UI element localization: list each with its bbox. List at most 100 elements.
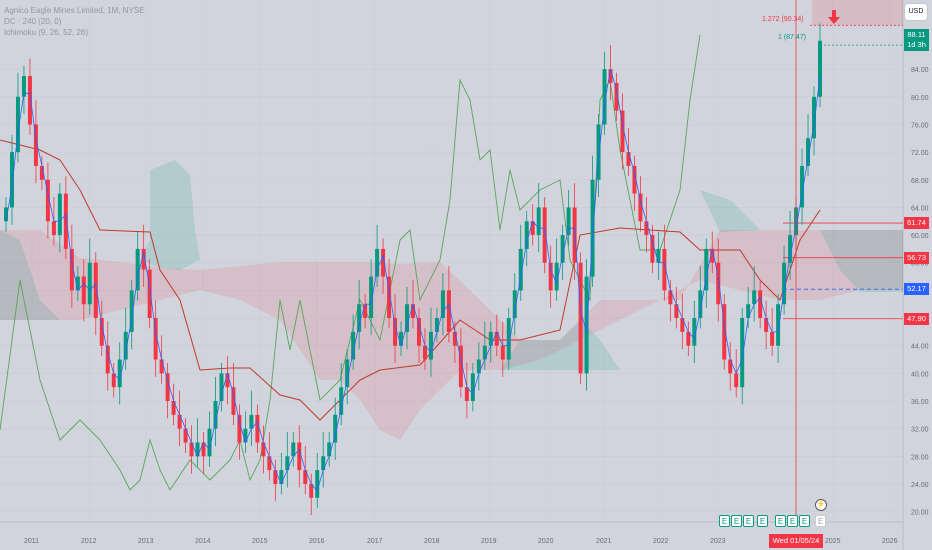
ichimoku-cloud-bullish <box>820 230 903 292</box>
candle-body <box>536 207 541 236</box>
x-tick-label: 2013 <box>138 538 154 545</box>
flash-icon[interactable]: ⚡ <box>815 499 827 511</box>
y-tick-label: 20.00 <box>911 510 929 517</box>
candle-body <box>578 262 583 374</box>
candle-body <box>21 76 26 97</box>
candle-body <box>716 262 721 305</box>
candle-body <box>261 442 266 457</box>
candle-body <box>333 414 338 443</box>
candle-body <box>4 207 8 222</box>
candle-body <box>476 359 481 374</box>
candle-body <box>105 345 110 374</box>
dc-indicator-label[interactable]: DC · 240 (20, 0) <box>4 17 62 26</box>
candle-body <box>626 152 631 166</box>
candle-body <box>620 110 625 153</box>
candle-body <box>788 235 793 263</box>
tenkan-sen-line <box>5 68 821 492</box>
y-tick-label: 76.00 <box>911 122 929 129</box>
candle-body <box>614 82 619 111</box>
level-badge-3: 47.90 <box>904 312 929 325</box>
candle-body <box>165 373 170 402</box>
earnings-icon[interactable]: E <box>757 515 768 527</box>
candle-body <box>518 248 523 291</box>
candle-body <box>99 318 104 346</box>
candle-body <box>746 304 751 319</box>
candle-body <box>69 248 74 291</box>
candle-body <box>369 276 374 319</box>
candle-body <box>494 331 499 346</box>
candle-body <box>566 207 571 236</box>
candle-body <box>812 96 817 139</box>
x-tick-label: 2021 <box>596 538 612 545</box>
candle-body <box>764 318 769 332</box>
candle-body <box>195 442 200 457</box>
candle-body <box>267 456 272 471</box>
candle-body <box>9 152 14 208</box>
candle-body <box>237 414 242 443</box>
candle-body <box>207 428 212 457</box>
candle-body <box>602 69 607 125</box>
earnings-icon[interactable]: E <box>787 515 798 527</box>
level-badge-0: 61.74 <box>904 217 929 230</box>
x-tick-label: 2014 <box>195 538 211 545</box>
candle-body <box>363 304 368 319</box>
earnings-future-icon[interactable]: E <box>815 515 826 527</box>
candle-body <box>632 165 637 194</box>
currency-button[interactable]: USD <box>905 4 927 20</box>
candle-body <box>411 304 415 319</box>
candle-body <box>339 387 344 415</box>
earnings-icon[interactable]: E <box>743 515 754 527</box>
y-tick-label: 24.00 <box>911 482 929 489</box>
candle-body <box>662 248 667 291</box>
candle-body <box>524 221 529 249</box>
candle-body <box>440 290 445 319</box>
candle-body <box>656 248 661 263</box>
candle-body <box>393 318 398 346</box>
ichimoku-cloud-bullish <box>500 320 620 370</box>
x-tick-label: 2026 <box>882 538 898 545</box>
candle-body <box>590 179 595 277</box>
candle-body <box>45 179 50 222</box>
candle-body <box>249 414 254 429</box>
candle-body <box>27 76 32 125</box>
earnings-icon[interactable]: E <box>731 515 742 527</box>
candle-body <box>153 318 158 360</box>
candle-body <box>225 373 230 388</box>
candle-body <box>147 269 152 319</box>
candle-body <box>806 138 811 166</box>
candle-body <box>446 290 451 332</box>
candle-body <box>171 401 176 415</box>
candle-body <box>297 442 302 471</box>
candle-body <box>387 276 392 319</box>
earnings-icon[interactable]: E <box>719 515 730 527</box>
candle-body <box>39 165 44 180</box>
candle-body <box>464 387 469 402</box>
candle-body <box>93 262 98 319</box>
candle-body <box>201 442 206 457</box>
candle-body <box>428 331 433 360</box>
candle-body <box>375 248 380 277</box>
arrow-down-icon[interactable] <box>828 10 840 24</box>
candle-body <box>57 193 62 236</box>
candle-body <box>608 69 613 83</box>
ichimoku-indicator-label[interactable]: Ichimoku (9, 26, 52, 26) <box>4 28 89 37</box>
candle-body <box>123 331 128 360</box>
y-tick-label: 68.00 <box>911 178 929 185</box>
earnings-icon[interactable]: E <box>799 515 810 527</box>
candle-body <box>422 345 427 360</box>
earnings-icon[interactable]: E <box>775 515 786 527</box>
candle-body <box>782 262 787 305</box>
symbol-title[interactable]: Agnico Eagle Mines Limited, 1M, NYSE <box>4 6 145 15</box>
chart-legend: Agnico Eagle Mines Limited, 1M, NYSE DC … <box>4 5 145 38</box>
ichimoku-cloud-bearish <box>0 230 903 440</box>
candle-body <box>231 387 236 415</box>
candle-body <box>776 304 781 346</box>
candle-body <box>51 221 56 236</box>
fib-upper-label: 1.272 (90.34) <box>762 16 804 23</box>
ichimoku-cloud-bullish <box>700 190 760 232</box>
candle-body <box>482 345 487 360</box>
candle-body <box>111 373 116 388</box>
candle-body <box>698 290 703 319</box>
